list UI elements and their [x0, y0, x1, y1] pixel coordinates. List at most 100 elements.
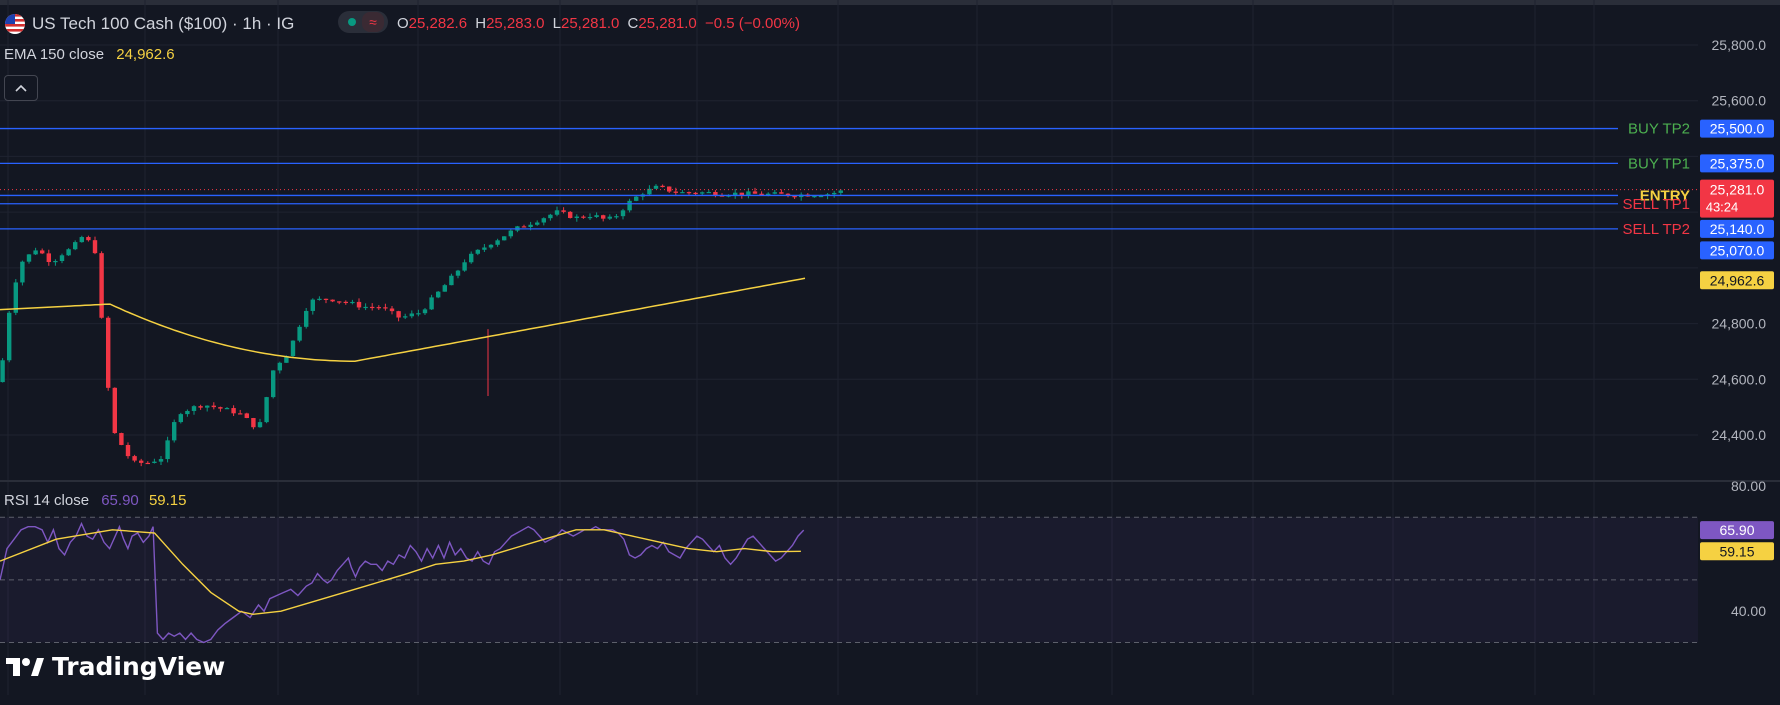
candle-body: [818, 195, 824, 198]
level-label-buy-tp2: BUY TP2: [1628, 121, 1690, 138]
candle-body: [719, 195, 725, 197]
candle-body: [310, 299, 315, 311]
price-tag-label: 25,070.0: [1710, 242, 1765, 258]
candle-body: [363, 306, 368, 309]
last-price-tag: [1700, 179, 1774, 218]
candle-body: [46, 253, 51, 263]
status-pill[interactable]: ≈: [338, 11, 388, 33]
tradingview-logo[interactable]: TradingView: [6, 652, 225, 681]
candle-body: [581, 216, 586, 218]
candle-body: [290, 340, 296, 357]
level-price-tag: [1700, 119, 1774, 138]
candle-body: [429, 297, 434, 310]
candle-body: [198, 406, 203, 408]
ohlc-readout: O25,282.6 H25,283.0 L25,281.0 C25,281.0 …: [397, 15, 800, 32]
candle-body: [574, 216, 579, 218]
rsi-ma-line: [0, 529, 801, 616]
candle-body: [488, 244, 494, 248]
candle-body: [383, 307, 388, 309]
candle-body: [587, 216, 593, 219]
candle-body: [535, 222, 540, 225]
rsi-legend[interactable]: RSI 14 close 65.90 59.15: [4, 492, 186, 509]
candle-body: [191, 406, 197, 411]
candle-body: [521, 226, 527, 228]
candle-body: [92, 240, 98, 254]
candle-body: [733, 192, 738, 196]
rsi-legend-signal: 59.15: [148, 492, 187, 509]
candle-body: [772, 192, 777, 194]
ema-price-tag: [1700, 271, 1774, 290]
candle-body: [205, 405, 210, 408]
bar-countdown: 43:24: [1706, 200, 1739, 215]
candle-body: [337, 301, 342, 303]
candle-body: [185, 410, 190, 415]
ema-legend[interactable]: EMA 150 close 24,962.6: [4, 46, 175, 63]
candle-body: [449, 275, 454, 286]
level-price-tag: [1700, 219, 1774, 238]
candle-body: [218, 407, 223, 409]
candle-body: [607, 216, 612, 219]
candle-body: [752, 191, 758, 194]
price-tag: [1700, 241, 1774, 260]
candle-body: [462, 262, 467, 271]
candle-body: [660, 185, 665, 188]
level-label-entry: ENTRY: [1640, 187, 1690, 204]
collapse-legend-button[interactable]: [4, 75, 38, 101]
candle-body: [73, 242, 78, 250]
level-label-sell-tp2: SELL TP2: [1622, 221, 1690, 238]
candle-body: [139, 460, 144, 463]
candle-body: [832, 192, 837, 195]
candle-body: [416, 313, 421, 315]
level-price-label: 25,500.0: [1710, 121, 1765, 137]
candle-body: [739, 192, 744, 196]
candle-body: [112, 387, 117, 434]
candle-body: [686, 192, 692, 194]
candle-body: [343, 301, 348, 304]
candle-body: [165, 440, 170, 460]
candle-body: [231, 408, 236, 414]
rsi-ma-value-label: 59.15: [1719, 543, 1754, 559]
level-label-buy-tp1: BUY TP1: [1628, 155, 1690, 172]
ema-legend-value: 24,962.6: [116, 46, 175, 63]
level-price-label: 25,375.0: [1710, 155, 1765, 171]
flag-icon: [5, 14, 25, 34]
candle-body: [594, 215, 599, 217]
candle-body: [541, 218, 546, 223]
candle-body: [125, 444, 131, 457]
candle-body: [495, 240, 500, 245]
candle-body: [244, 413, 249, 419]
candle-body: [792, 196, 797, 198]
candle-body: [132, 456, 137, 461]
candle-body: [284, 356, 289, 363]
candle-body: [264, 397, 269, 423]
high-value: 25,283.0: [486, 15, 545, 32]
candle-body: [40, 250, 45, 254]
candle-body: [469, 253, 474, 263]
candle-body: [172, 422, 177, 441]
price-axis-tick: 24,600.0: [1712, 371, 1767, 387]
candle-body: [614, 216, 619, 218]
candle-body: [238, 413, 243, 415]
candle-body: [568, 211, 573, 218]
candle-body: [356, 301, 362, 308]
candle-body: [389, 308, 395, 312]
candle-body: [370, 306, 375, 309]
rsi-axis-tick: 80.00: [1731, 478, 1766, 494]
candle-body: [257, 422, 263, 428]
tradingview-logo-icon: [6, 657, 44, 676]
ema-line: [0, 277, 806, 362]
candle-body: [330, 299, 335, 302]
candle-body: [700, 192, 705, 194]
symbol-title[interactable]: US Tech 100 Cash ($100) · 1h · IG: [32, 14, 295, 33]
candle-body: [482, 247, 487, 250]
price-axis-tick: 24,400.0: [1712, 427, 1767, 443]
candle-body: [350, 301, 355, 304]
candle-body: [422, 309, 428, 314]
candle-body: [26, 254, 32, 262]
candle-body: [766, 193, 771, 196]
candle-body: [211, 405, 216, 408]
price-axis-tick: 25,600.0: [1712, 93, 1767, 109]
candle-body: [713, 191, 718, 196]
